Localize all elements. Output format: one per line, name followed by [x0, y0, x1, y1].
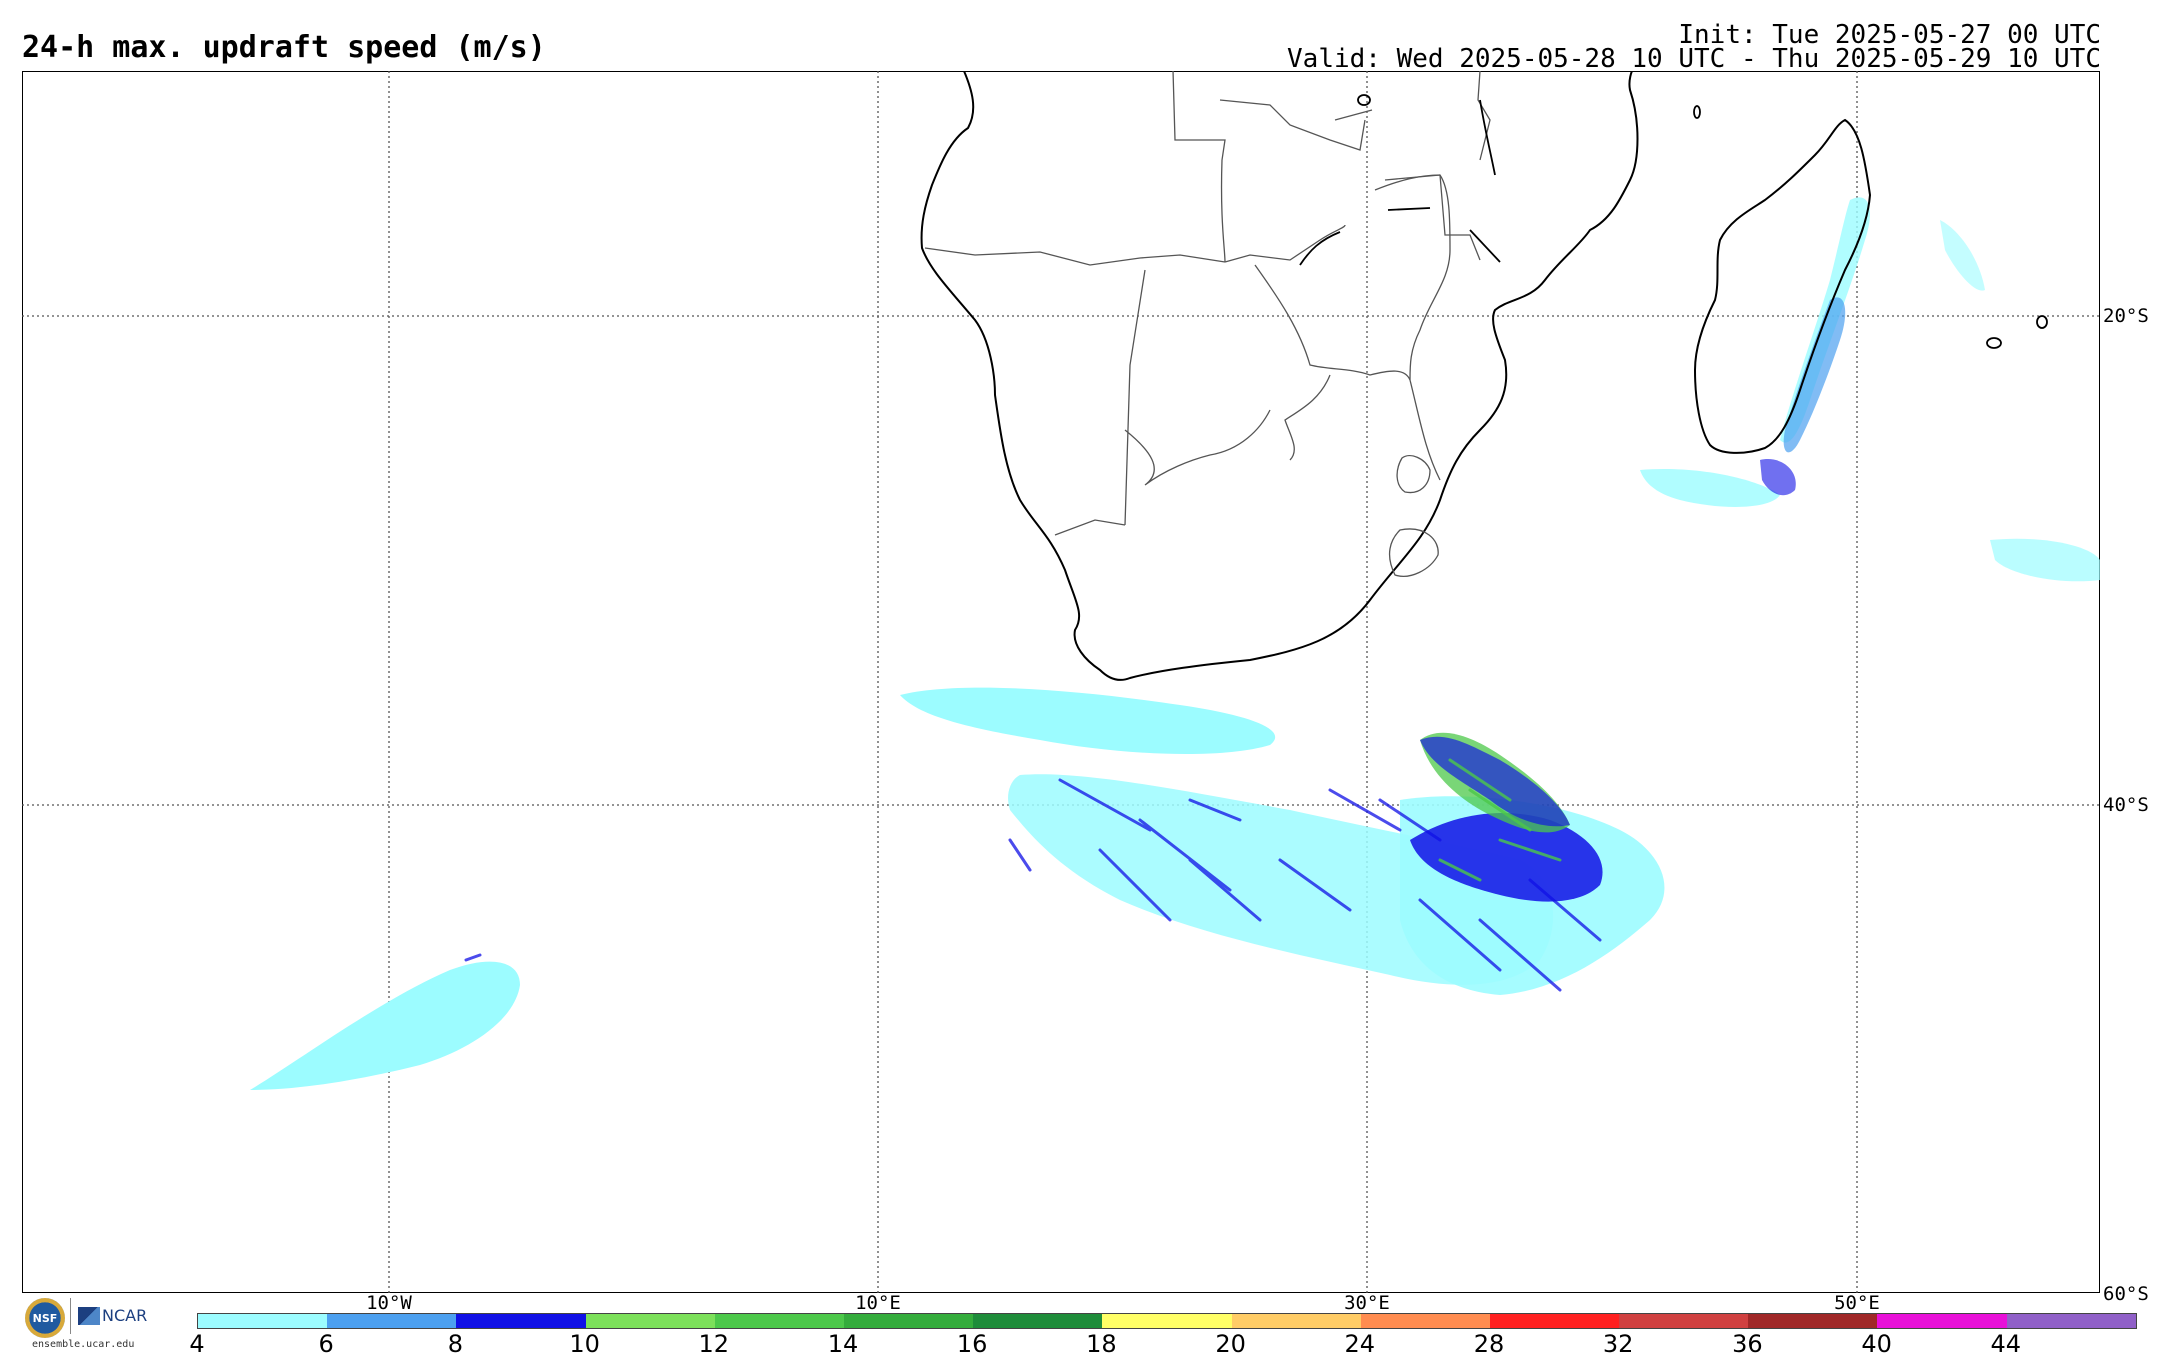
colorbar-segment	[1748, 1314, 1878, 1328]
lat-label-60s: 60°S	[2103, 1283, 2149, 1305]
ncar-logo: NCAR	[78, 1306, 147, 1325]
map-frame	[22, 71, 2100, 1293]
colorbar-tick-label: 8	[447, 1330, 464, 1358]
colorbar-segment	[2006, 1314, 2136, 1328]
map-gridlines	[22, 71, 2100, 1293]
country-borders	[924, 71, 1491, 577]
valid-period: Valid: Wed 2025-05-28 10 UTC - Thu 2025-…	[1287, 44, 2101, 74]
islands	[1357, 94, 2048, 349]
colorbar-tick-label: 6	[318, 1330, 334, 1358]
colorbar-segment	[1360, 1314, 1490, 1328]
logo-divider	[70, 1298, 71, 1334]
colorbar-tick-label: 10	[569, 1330, 600, 1358]
madagascar-coastline	[1693, 118, 1872, 454]
lon-label-30e: 30°E	[1344, 1292, 1390, 1314]
colorbar-tick-label: 20	[1215, 1330, 1246, 1358]
colorbar-tick-label: 40	[1861, 1330, 1892, 1358]
colorbar-segment	[1102, 1314, 1232, 1328]
colorbar-tick-label: 36	[1732, 1330, 1763, 1358]
colorbar-segment	[1231, 1314, 1361, 1328]
source-url: ensemble.ucar.edu	[32, 1339, 135, 1350]
colorbar-tick-label: 14	[827, 1330, 859, 1358]
updraft-streaks-green	[1438, 758, 1562, 882]
updraft-cores	[1410, 297, 1846, 902]
nsf-logo: NSF	[25, 1298, 65, 1338]
colorbar-segment	[1489, 1314, 1620, 1328]
colorbar-tick-label: 28	[1473, 1330, 1505, 1358]
colorbar-tick-label: 4	[189, 1330, 205, 1358]
init-time: Init: Tue 2025-05-27 00 UTC	[1678, 20, 2101, 50]
colorbar-segment	[714, 1314, 844, 1328]
colorbar-segment	[585, 1314, 715, 1328]
colorbar-segment	[1619, 1314, 1749, 1328]
colorbar-segment	[456, 1314, 586, 1328]
colorbar-segment	[198, 1314, 328, 1328]
colorbar-tick-label: 12	[698, 1330, 730, 1358]
map-title: 24-h max. updraft speed (m/s)	[22, 30, 546, 65]
colorbar-segment	[843, 1314, 974, 1328]
lat-label-40s: 40°S	[2103, 794, 2149, 816]
lon-label-10w: 10°W	[366, 1292, 412, 1314]
lat-label-20s: 20°S	[2103, 305, 2149, 327]
colorbar-segment	[327, 1314, 457, 1328]
lakes	[1299, 99, 1501, 266]
colorbar	[197, 1313, 2137, 1329]
lon-label-10e: 10°E	[855, 1292, 901, 1314]
colorbar-segment	[1877, 1314, 2007, 1328]
ncar-mark-icon	[78, 1306, 100, 1325]
africa-coastline	[920, 71, 1639, 681]
colorbar-tick-label: 18	[1086, 1330, 1117, 1358]
colorbar-tick-label: 32	[1602, 1330, 1634, 1358]
colorbar-tick-label: 44	[1990, 1330, 2022, 1358]
colorbar-tick-label: 16	[956, 1330, 988, 1358]
ncar-logo-text: NCAR	[102, 1306, 148, 1325]
updraft-streaks	[464, 778, 1602, 992]
lon-label-50e: 50°E	[1834, 1292, 1880, 1314]
colorbar-segment	[973, 1314, 1103, 1328]
colorbar-tick-label: 24	[1344, 1330, 1376, 1358]
